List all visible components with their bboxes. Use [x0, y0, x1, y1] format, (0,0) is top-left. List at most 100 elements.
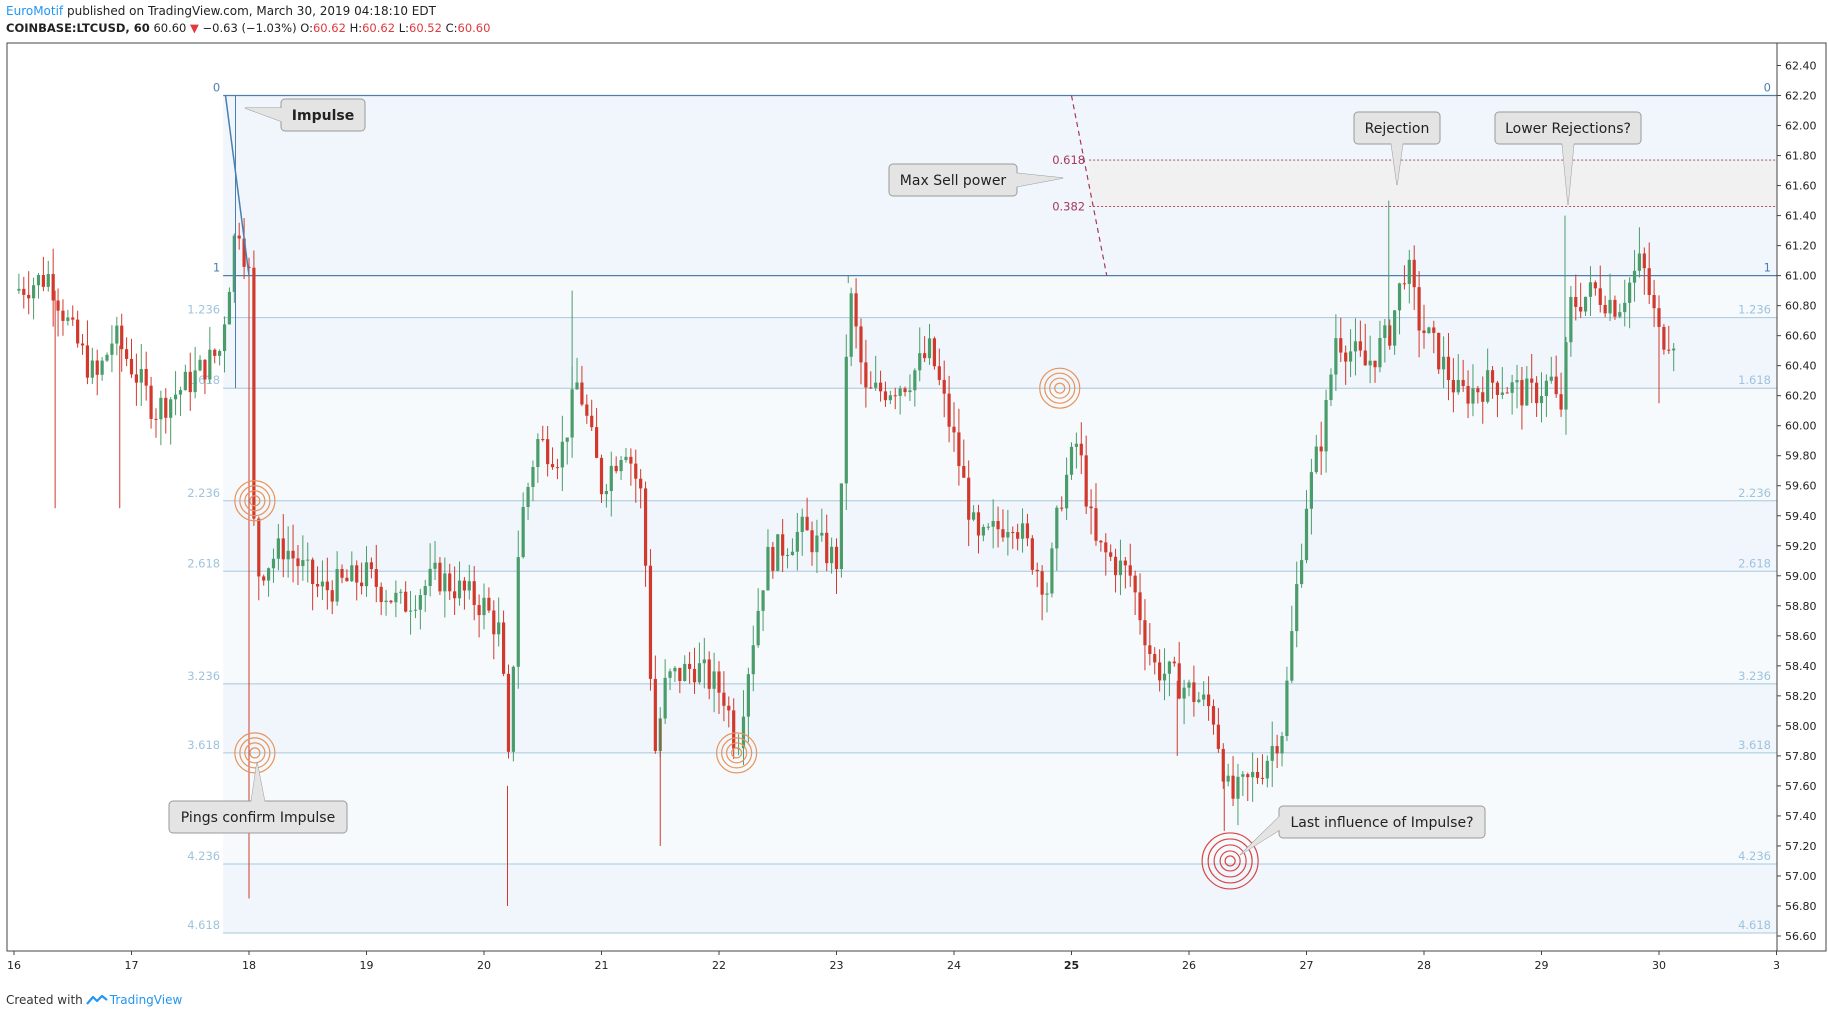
price-tick-label: 61.20: [1785, 240, 1817, 253]
price-tick-label: 58.60: [1785, 630, 1817, 643]
candle-body: [1456, 379, 1460, 393]
candle-body: [1652, 295, 1656, 309]
candle-body: [541, 439, 545, 441]
candle-body: [1300, 560, 1304, 585]
candle-body: [257, 518, 261, 577]
candle-body: [291, 550, 295, 559]
candle-body: [1172, 661, 1176, 664]
open-label: O:: [300, 21, 313, 35]
ping-ring: [1054, 382, 1066, 394]
sell-power-trend-line[interactable]: [1070, 95, 1108, 276]
candle-body: [913, 370, 917, 391]
candle-body: [31, 285, 36, 299]
ping-ring: [234, 732, 276, 774]
candle-body: [1583, 296, 1588, 312]
candle-body: [340, 568, 344, 578]
candle-body: [815, 535, 819, 553]
candle-body: [462, 580, 467, 591]
callout-pings-confirm-impulse[interactable]: Pings confirm Impulse: [168, 761, 348, 834]
price-tick-label: 60.60: [1785, 330, 1817, 343]
candle-body: [546, 439, 550, 465]
candle-body: [453, 591, 457, 599]
author-link[interactable]: EuroMotif: [6, 4, 64, 18]
candle-body: [350, 565, 354, 582]
fib-level-label: 1.236: [187, 303, 220, 317]
time-tick-label: 16: [7, 959, 21, 972]
candle-body: [536, 439, 540, 468]
candle-body: [531, 467, 535, 487]
candle-body: [1623, 302, 1627, 313]
candle-body: [448, 573, 452, 592]
callout-impulse[interactable]: Impulse: [244, 98, 366, 132]
candle-body: [1554, 376, 1558, 395]
candle-body: [575, 382, 579, 390]
sell-zone-fill: [1089, 160, 1777, 207]
ping-ring: [249, 747, 261, 759]
candle-body: [1422, 330, 1426, 334]
candle-body: [262, 576, 266, 581]
candle-body: [1608, 299, 1612, 314]
candle-body: [1211, 706, 1216, 725]
price-tick-label: 60.80: [1785, 300, 1817, 313]
candle-body: [732, 710, 736, 749]
callout-rejection[interactable]: Rejection: [1353, 111, 1441, 186]
candle-body: [707, 659, 711, 689]
price-tick-label: 57.00: [1785, 870, 1817, 883]
candle-body: [590, 415, 594, 428]
close-value: 60.60: [457, 21, 491, 35]
sell-zone-label: 0.382: [1052, 200, 1085, 214]
candle-body: [697, 663, 702, 683]
candle-body: [325, 581, 329, 591]
tradingview-link[interactable]: TradingView: [85, 993, 182, 1007]
impulse-line[interactable]: [224, 95, 250, 276]
callout-last-influence-of-impulse[interactable]: Last influence of Impulse?: [1239, 805, 1486, 856]
candle-body: [1486, 370, 1490, 402]
candle-body: [854, 293, 858, 327]
candle-body: [399, 591, 403, 593]
candle-body: [1187, 682, 1191, 688]
candle-body: [830, 546, 834, 564]
callout-text: Lower Rejections?: [1505, 121, 1631, 137]
candle-body: [1285, 680, 1289, 737]
candle-body: [36, 275, 41, 286]
ping-ring: [244, 742, 266, 764]
candle-body: [1535, 382, 1539, 404]
fib-band: [223, 752, 1777, 864]
change-value: −0.63 (−1.03%): [202, 21, 297, 35]
candle-body: [1466, 386, 1470, 404]
candle-body: [1109, 552, 1113, 557]
candle-body: [467, 581, 471, 591]
time-tick-label: 22: [712, 959, 726, 972]
candle-body: [360, 582, 364, 587]
candle-body: [281, 538, 285, 560]
fib-level-label: 4.618: [187, 918, 220, 932]
candle-body: [1515, 380, 1519, 383]
ping-ring: [731, 747, 743, 759]
candle-body: [1672, 348, 1676, 351]
candle-body: [1265, 760, 1269, 779]
candle-body: [438, 562, 442, 592]
candle-body: [443, 573, 447, 592]
callout-lower-rejections[interactable]: Lower Rejections?: [1494, 111, 1642, 206]
candle-body: [1407, 259, 1411, 284]
candle-body: [859, 326, 863, 363]
candle-body: [1368, 360, 1372, 366]
candle-body: [1637, 253, 1642, 271]
candle-body: [120, 325, 124, 350]
callout-max-sell-power[interactable]: Max Sell power: [888, 163, 1064, 197]
candle-body: [423, 586, 427, 596]
ping-ring: [1049, 377, 1071, 399]
candle-body: [1079, 443, 1083, 456]
candle-body: [1221, 748, 1225, 782]
candle-body: [286, 550, 290, 560]
candle-body: [883, 391, 888, 401]
candle-body: [1378, 338, 1382, 368]
candle-body: [585, 404, 589, 416]
candle-body: [296, 558, 300, 567]
candle-body: [1319, 446, 1323, 452]
time-tick-label: 23: [830, 959, 844, 972]
candle-body: [183, 371, 187, 391]
candle-body: [66, 317, 70, 321]
candle-body: [1084, 455, 1088, 507]
